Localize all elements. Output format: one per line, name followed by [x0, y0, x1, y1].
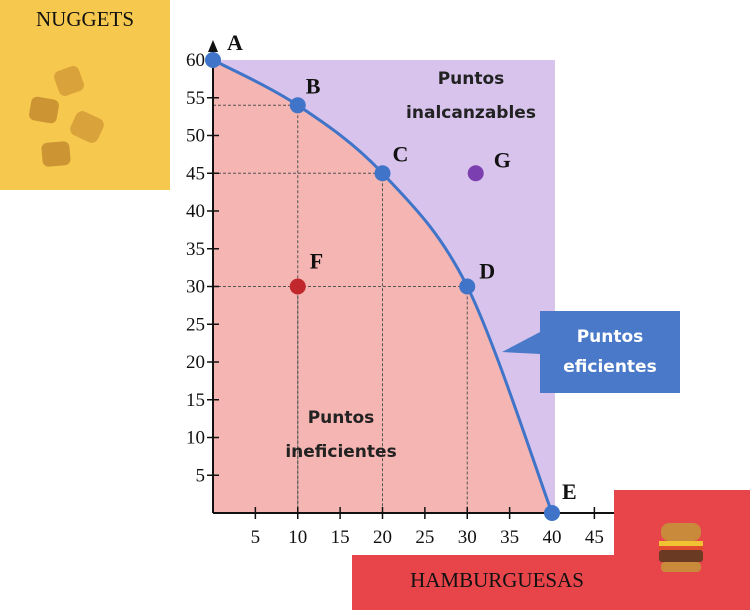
nuggets-icon	[29, 66, 104, 167]
point-B	[289, 97, 306, 114]
point-C	[374, 165, 391, 182]
point-F	[289, 278, 306, 295]
labels-layer: A B C D E F G Puntos inalcanzables Puntos ineficie…	[227, 30, 577, 504]
y-axis-arrow	[208, 40, 218, 52]
x-tick-label-15: 15	[331, 527, 350, 548]
point-G	[467, 165, 484, 182]
point-label-E: E	[562, 479, 577, 504]
point-D	[459, 278, 476, 295]
frontier-curve	[212, 58, 554, 514]
point-A	[205, 52, 221, 68]
point-label-D: D	[479, 259, 495, 284]
x-tick-label-25: 25	[415, 527, 434, 548]
hamburger-icon	[659, 523, 703, 572]
y-tick-label-55: 55	[186, 88, 205, 109]
point-label-G: G	[494, 147, 511, 172]
callout-box	[540, 311, 680, 393]
point-label-B: B	[306, 73, 321, 98]
y-tick-label-60: 60	[186, 50, 205, 71]
x-tick-label-10: 10	[288, 527, 307, 548]
y-tick-label-15: 15	[186, 390, 205, 411]
y-tick-label-35: 35	[186, 239, 205, 260]
callout-pointer	[502, 332, 540, 354]
x-tick-label-45: 45	[585, 527, 604, 548]
x-tick-label-5: 5	[251, 527, 261, 548]
point-E	[544, 505, 560, 521]
y-tick-label-30: 30	[186, 277, 205, 298]
point-label-C: C	[393, 141, 409, 166]
y-tick-label-25: 25	[186, 314, 205, 335]
x-axis-label: HAMBURGUESAS	[410, 568, 584, 592]
y-tick-label-50: 50	[186, 126, 205, 147]
nuggets-label-box	[0, 0, 170, 190]
axes: 5 10 15 20 25 30 35 40 45 50 55 60 5 10 15 20 25 30 35 40 45	[186, 40, 620, 548]
x-tick-label-20: 20	[373, 527, 392, 548]
y-axis-label: NUGGETS	[36, 7, 134, 31]
guide-lines	[213, 104, 468, 513]
frontier-curve-layer	[212, 58, 554, 514]
y-tick-label-5: 5	[196, 465, 206, 486]
y-tick-label-10: 10	[186, 428, 205, 449]
inefficient-label: Puntos ineficientes	[285, 408, 396, 462]
x-tick-label-35: 35	[500, 527, 519, 548]
unattainable-label: Puntos inalcanzables	[406, 69, 536, 123]
x-tick-label-40: 40	[543, 527, 562, 548]
points-layer	[205, 52, 560, 521]
point-label-A: A	[227, 30, 243, 55]
y-tick-label-45: 45	[186, 163, 205, 184]
point-label-F: F	[310, 249, 323, 274]
x-tick-label-30: 30	[458, 527, 477, 548]
y-tick-label-20: 20	[186, 352, 205, 373]
efficient-points-callout: Puntos eficientes	[563, 327, 657, 377]
y-tick-label-40: 40	[186, 201, 205, 222]
